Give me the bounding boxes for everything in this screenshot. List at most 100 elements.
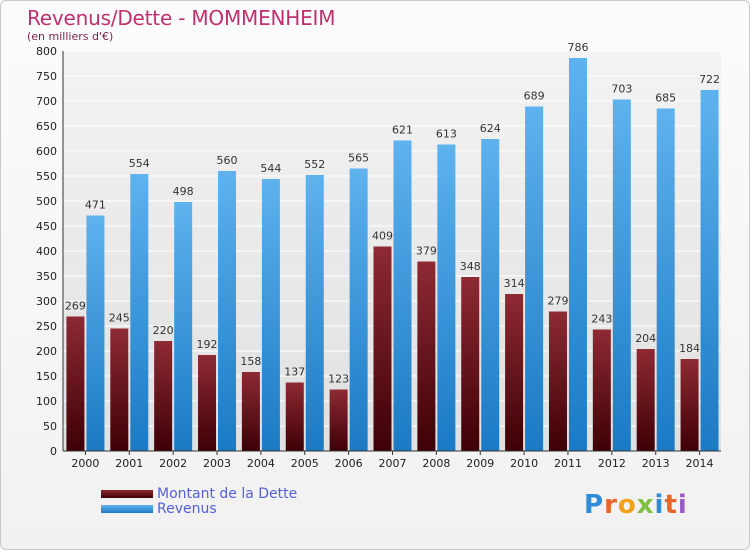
- y-tick-label: 150: [36, 370, 57, 383]
- bar-dette: [417, 261, 436, 451]
- bar-dette: [110, 328, 129, 451]
- bar-dette: [198, 355, 217, 451]
- proxiti-logo: Proxiti: [584, 490, 688, 520]
- value-label-revenus: 560: [217, 154, 238, 167]
- y-tick-label: 700: [36, 95, 57, 108]
- y-tick-label: 550: [36, 170, 57, 183]
- bar-revenus: [612, 99, 631, 451]
- logo-letter: r: [604, 490, 618, 520]
- logo-letter: t: [664, 490, 678, 520]
- x-tick-label: 2014: [686, 457, 714, 470]
- value-label-dette: 314: [504, 277, 525, 290]
- chart-title: Revenus/Dette - MOMMENHEIM: [27, 6, 336, 30]
- legend-swatch-revenus: [101, 505, 153, 513]
- legend-item-dette: Montant de la Dette: [101, 486, 401, 503]
- value-label-revenus: 685: [655, 92, 676, 105]
- bar-revenus: [437, 144, 456, 451]
- bar-dette: [285, 382, 304, 451]
- y-tick-label: 0: [50, 445, 57, 458]
- bar-revenus: [656, 108, 675, 451]
- x-tick-label: 2002: [159, 457, 187, 470]
- y-tick-label: 350: [36, 270, 57, 283]
- value-label-dette: 158: [240, 355, 261, 368]
- bar-dette: [592, 329, 611, 451]
- x-tick-label: 2010: [510, 457, 538, 470]
- x-tick-label: 2009: [466, 457, 494, 470]
- bar-revenus: [568, 58, 587, 451]
- x-tick-label: 2013: [642, 457, 670, 470]
- logo-letter: P: [584, 490, 605, 520]
- bar-dette: [548, 311, 567, 451]
- y-tick-label: 500: [36, 195, 57, 208]
- bar-revenus: [305, 175, 324, 451]
- bar-dette: [505, 294, 524, 451]
- logo-letter: i: [677, 490, 688, 520]
- bar-revenus: [218, 171, 237, 451]
- value-label-dette: 379: [416, 245, 437, 258]
- value-label-revenus: 498: [173, 185, 194, 198]
- value-label-revenus: 613: [436, 128, 457, 141]
- value-label-revenus: 689: [524, 90, 545, 103]
- bar-revenus: [700, 90, 719, 451]
- logo-letter: i: [654, 490, 665, 520]
- bar-revenus: [481, 139, 500, 451]
- value-label-dette: 220: [153, 324, 174, 337]
- legend-label-revenus: Revenus: [157, 501, 217, 517]
- bar-dette: [373, 246, 392, 451]
- y-tick-label: 400: [36, 245, 57, 258]
- bar-revenus: [525, 106, 544, 451]
- y-tick-label: 650: [36, 120, 57, 133]
- bar-revenus: [393, 140, 412, 451]
- value-label-dette: 192: [197, 338, 218, 351]
- y-tick-label: 100: [36, 395, 57, 408]
- legend-item-revenus: Revenus: [101, 501, 401, 518]
- value-label-dette: 204: [635, 332, 656, 345]
- x-tick-label: 2000: [71, 457, 99, 470]
- value-label-revenus: 722: [699, 73, 720, 86]
- legend-swatch-dette: [101, 490, 153, 498]
- value-label-revenus: 565: [348, 152, 369, 165]
- value-label-revenus: 544: [260, 162, 281, 175]
- value-label-dette: 348: [460, 260, 481, 273]
- bar-dette: [154, 341, 173, 451]
- value-label-dette: 243: [591, 313, 612, 326]
- value-label-dette: 137: [284, 366, 305, 379]
- bar-dette: [636, 349, 655, 451]
- logo-letter: x: [636, 490, 655, 520]
- bar-revenus: [349, 168, 368, 451]
- x-tick-label: 2007: [379, 457, 407, 470]
- x-tick-label: 2001: [115, 457, 143, 470]
- y-tick-label: 200: [36, 345, 57, 358]
- value-label-revenus: 471: [85, 199, 106, 212]
- bar-revenus: [130, 174, 149, 451]
- x-tick-label: 2012: [598, 457, 626, 470]
- value-label-dette: 279: [547, 295, 568, 308]
- bar-revenus: [174, 202, 193, 451]
- y-tick-label: 450: [36, 220, 57, 233]
- x-tick-label: 2008: [422, 457, 450, 470]
- value-label-dette: 245: [109, 312, 130, 325]
- x-tick-label: 2011: [554, 457, 582, 470]
- y-tick-label: 250: [36, 320, 57, 333]
- y-tick-label: 750: [36, 70, 57, 83]
- bar-dette: [680, 359, 699, 451]
- x-tick-label: 2005: [291, 457, 319, 470]
- value-label-revenus: 703: [611, 83, 632, 96]
- bar-dette: [329, 389, 348, 451]
- bar-dette: [241, 372, 260, 451]
- y-tick-label: 50: [43, 420, 57, 433]
- chart-subtitle: (en milliers d'€): [27, 30, 114, 43]
- bar-revenus: [261, 179, 280, 451]
- y-tick-label: 800: [36, 45, 57, 58]
- value-label-revenus: 624: [480, 122, 501, 135]
- value-label-revenus: 554: [129, 157, 150, 170]
- value-label-dette: 184: [679, 342, 700, 355]
- value-label-revenus: 786: [567, 41, 588, 54]
- bar-dette: [66, 316, 85, 451]
- y-tick-label: 600: [36, 145, 57, 158]
- bar-revenus: [86, 215, 105, 451]
- value-label-dette: 409: [372, 230, 393, 243]
- x-tick-label: 2004: [247, 457, 275, 470]
